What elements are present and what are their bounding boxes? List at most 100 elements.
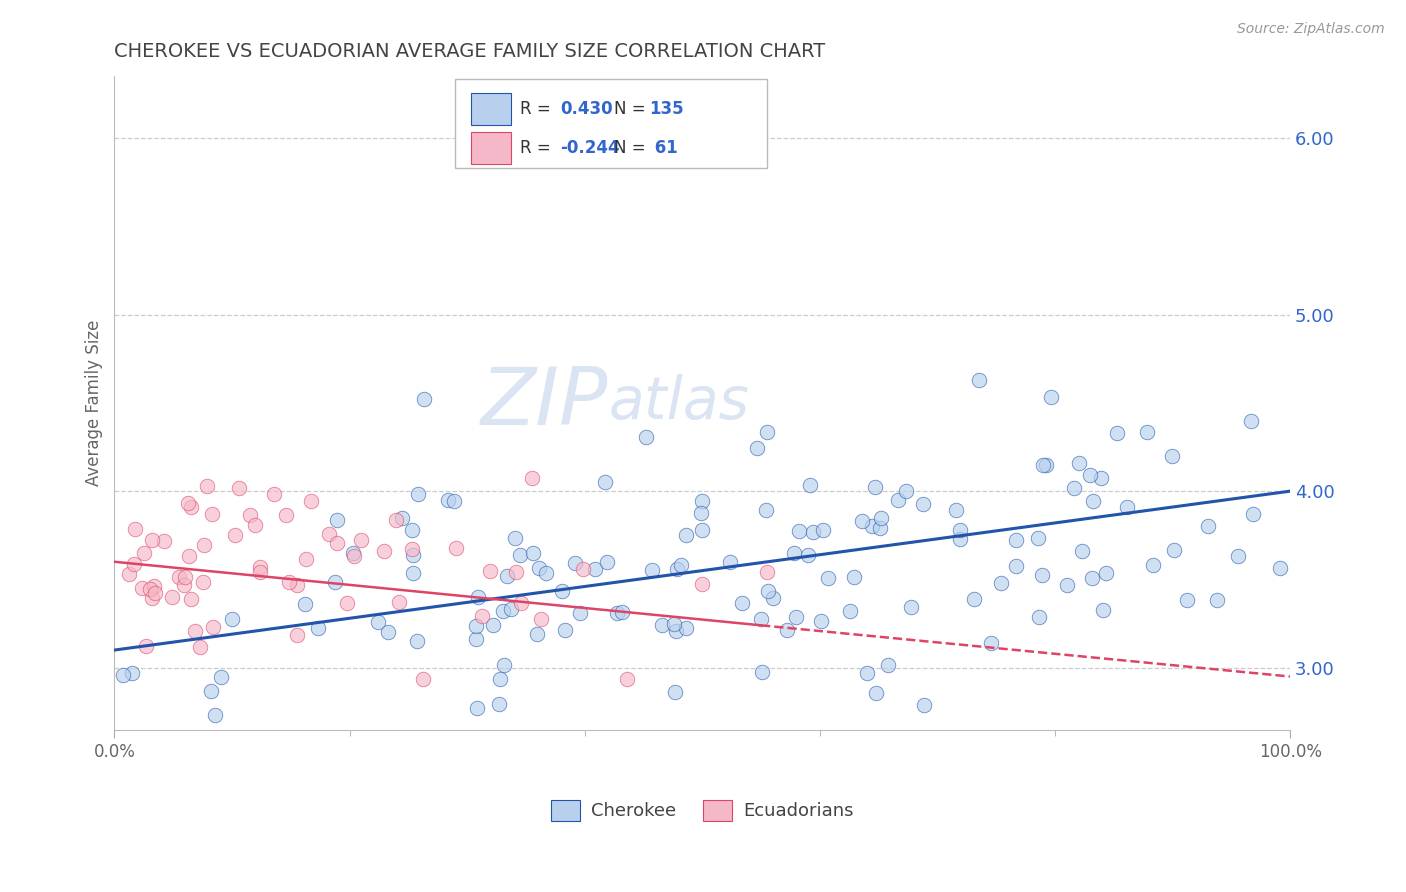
Point [1092, 602, 1115, 616]
Point [911, 497, 934, 511]
Point [256, 749, 278, 764]
Point [789, 524, 811, 538]
Point [204, 707, 226, 722]
Point [664, 685, 686, 699]
Point [801, 524, 824, 539]
Point [1069, 456, 1091, 470]
Point [1105, 426, 1128, 441]
Point [201, 507, 224, 521]
Point [894, 484, 917, 499]
Point [190, 640, 212, 654]
Point [817, 571, 839, 585]
Point [112, 668, 135, 682]
Point [263, 487, 285, 501]
Point [180, 591, 202, 606]
Point [406, 487, 429, 501]
Point [139, 582, 162, 596]
Point [177, 549, 200, 564]
Point [596, 555, 619, 569]
Point [118, 566, 141, 581]
Point [751, 665, 773, 680]
Point [177, 496, 200, 510]
Point [294, 597, 316, 611]
Point [221, 612, 243, 626]
Point [326, 513, 349, 527]
Point [534, 566, 557, 580]
Point [1004, 559, 1026, 574]
Point [851, 514, 873, 528]
Point [1268, 561, 1291, 575]
Text: -0.244: -0.244 [560, 139, 620, 157]
Point [844, 569, 866, 583]
Point [634, 430, 657, 444]
Point [444, 541, 467, 556]
Point [583, 562, 606, 576]
Point [492, 657, 515, 672]
Point [756, 566, 779, 580]
Point [224, 528, 246, 542]
Point [1116, 500, 1139, 515]
Point [160, 590, 183, 604]
Text: CHEROKEE VS ECUADORIAN AVERAGE FAMILY SIZE CORRELATION CHART: CHEROKEE VS ECUADORIAN AVERAGE FAMILY SI… [114, 42, 825, 61]
Point [730, 596, 752, 610]
Point [295, 552, 318, 566]
FancyBboxPatch shape [456, 79, 766, 168]
Point [510, 596, 533, 610]
Point [131, 582, 153, 596]
Point [401, 549, 423, 563]
Point [1004, 533, 1026, 548]
Point [1070, 543, 1092, 558]
Point [1240, 414, 1263, 428]
Point [529, 561, 551, 575]
Point [886, 493, 908, 508]
Point [183, 624, 205, 638]
Point [1161, 449, 1184, 463]
Point [1136, 425, 1159, 439]
Point [180, 500, 202, 515]
Point [285, 577, 308, 591]
Point [1241, 507, 1264, 521]
Point [749, 612, 772, 626]
Point [377, 625, 399, 640]
Point [990, 575, 1012, 590]
Point [962, 591, 984, 606]
Point [530, 612, 553, 626]
Text: R =: R = [520, 100, 555, 118]
Point [863, 480, 886, 494]
Point [945, 503, 967, 517]
Point [799, 478, 821, 492]
Point [569, 606, 592, 620]
Point [401, 542, 423, 557]
Point [318, 527, 340, 541]
Point [1090, 471, 1112, 485]
Point [980, 636, 1002, 650]
Text: ZIP: ZIP [481, 364, 609, 442]
Text: Source: ZipAtlas.com: Source: ZipAtlas.com [1237, 22, 1385, 37]
Point [437, 493, 460, 508]
Point [1032, 458, 1054, 473]
Point [665, 624, 688, 638]
Point [143, 579, 166, 593]
Point [496, 569, 519, 583]
Point [690, 523, 713, 537]
Point [593, 475, 616, 490]
Point [1028, 610, 1050, 624]
Point [482, 617, 505, 632]
Point [810, 614, 832, 628]
Point [388, 595, 411, 609]
Point [796, 549, 818, 563]
Point [1031, 567, 1053, 582]
Point [249, 560, 271, 574]
Point [900, 599, 922, 614]
Point [912, 698, 935, 713]
Point [762, 591, 785, 606]
Point [522, 545, 544, 559]
Point [278, 574, 301, 589]
Point [949, 533, 972, 547]
Point [169, 570, 191, 584]
Point [690, 494, 713, 508]
Text: R =: R = [520, 139, 555, 157]
Point [488, 697, 510, 711]
Point [665, 562, 688, 576]
Point [499, 602, 522, 616]
